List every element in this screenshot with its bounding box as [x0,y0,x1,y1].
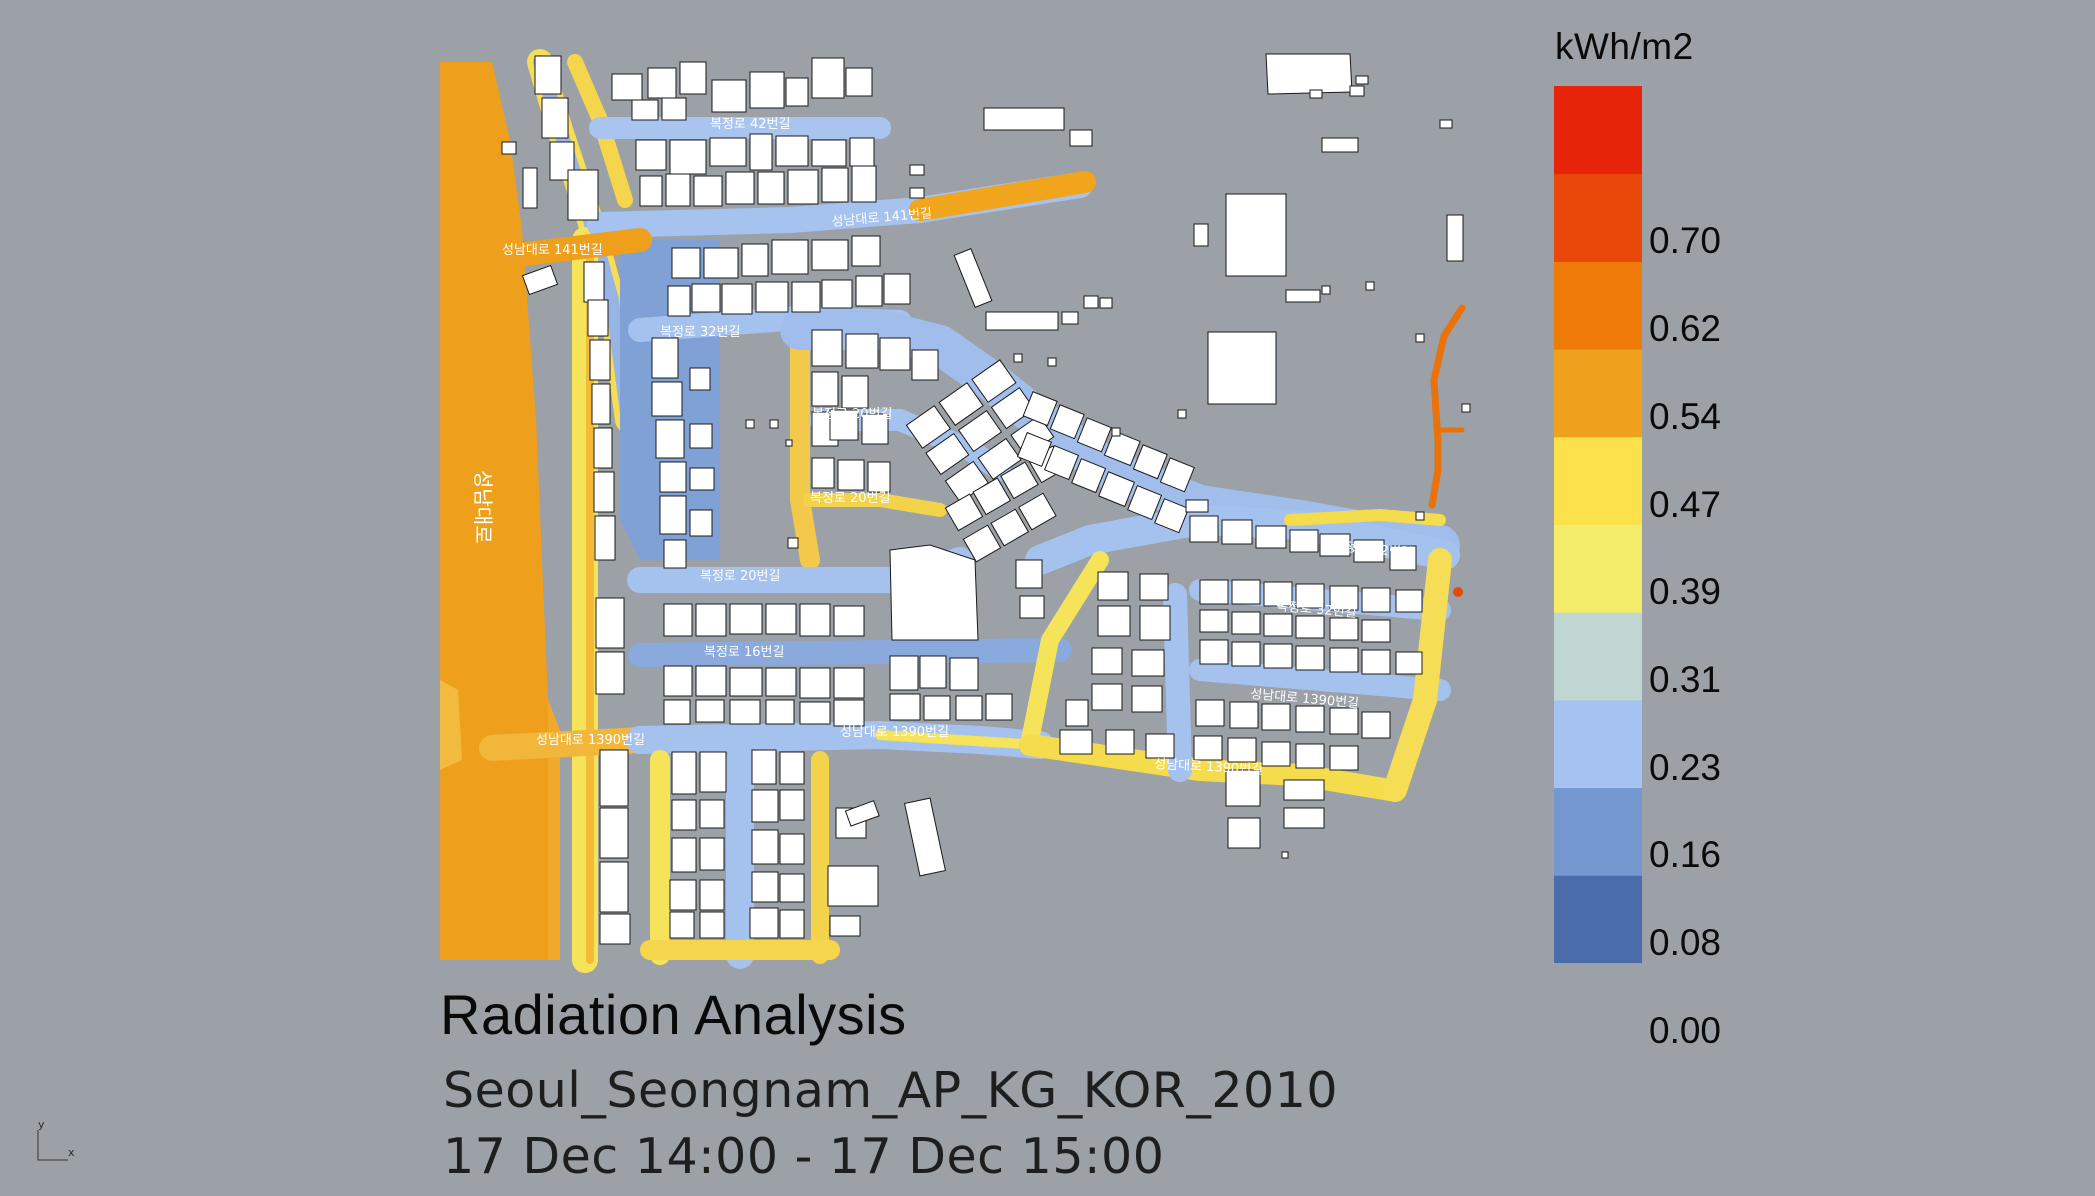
legend-tick-label: 0.23 [1649,746,1722,788]
legend-swatch [1554,787,1642,876]
street-label: 복정로 32번길 [1332,539,1413,561]
legend-swatch [1554,86,1642,175]
legend-swatch [1554,524,1642,613]
axis-indicator-icon [37,1130,68,1161]
location-subtitle: Seoul_Seongnam_AP_KG_KOR_2010 [443,1062,1339,1119]
legend-swatch [1554,875,1642,963]
street-label: 복정로 20번길 [700,569,780,584]
street-label: 복정로 20번길 [812,407,892,422]
legend-swatch [1554,173,1642,262]
street-label: 성남대로 1390번길 [1154,757,1264,778]
legend-swatch [1554,436,1642,525]
main-avenue-surface [440,62,560,960]
legend-swatch [1554,612,1642,701]
color-legend-bar [1554,86,1642,963]
street-label: 성남대로 1390번길 [840,725,949,740]
legend-swatch [1554,699,1642,789]
legend-tick-label: 0.47 [1649,483,1722,525]
legend-tick-label: 0.54 [1649,395,1722,437]
legend-swatch [1554,349,1642,438]
chart-title: Radiation Analysis [440,983,907,1046]
legend-tick-label: 0.00 [1649,1009,1722,1051]
street-label: 복정로 42번길 [710,117,790,132]
street-label: 복정로 16번길 [704,645,784,660]
legend-tick-label: 0.08 [1649,922,1722,963]
street-label: 성남대로 1390번길 [536,733,645,748]
period-subtitle: 17 Dec 14:00 - 17 Dec 15:00 [443,1128,1165,1185]
street-label: 복정로 20번길 [810,491,890,506]
avenue-label: 성남대로 [471,470,495,544]
buildings [501,53,1471,945]
legend-tick-label: 0.39 [1649,571,1722,613]
street-label: 복정로 32번길 [1276,599,1357,621]
axis-y-label: y [38,1118,45,1131]
legend-tick-label: 0.70 [1649,220,1722,262]
legend-tick-label: 0.62 [1649,308,1722,350]
legend-unit-label: kWh/m2 [1555,26,1694,67]
legend-swatch [1554,261,1642,350]
legend-tick-label: 0.31 [1649,658,1722,700]
axis-x-label: x [68,1146,75,1159]
legend-tick-label: 0.16 [1649,834,1722,876]
street-label: 복정로 32번길 [660,325,740,340]
street-label: 성남대로 141번길 [502,243,603,258]
